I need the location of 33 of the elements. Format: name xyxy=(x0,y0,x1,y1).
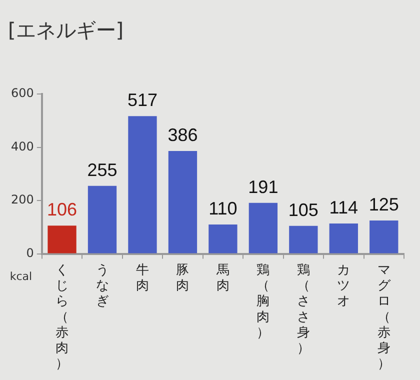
y-tick-label: 200 xyxy=(11,192,34,207)
data-label: 125 xyxy=(368,194,399,214)
y-tick-label: 600 xyxy=(11,86,34,100)
bar xyxy=(128,116,157,254)
x-tick-label: 鶏（胸肉） xyxy=(256,262,270,340)
data-label: 517 xyxy=(127,90,158,110)
x-tick-label: マグロ（赤身） xyxy=(377,262,392,372)
bar xyxy=(208,224,238,254)
data-label: 191 xyxy=(248,176,278,197)
data-label: 105 xyxy=(288,200,318,220)
x-tick-label: くじら（赤肉） xyxy=(56,262,69,372)
data-label: 114 xyxy=(329,197,358,218)
chart-title: [エネルギー] xyxy=(8,18,124,42)
data-label: 110 xyxy=(208,198,238,218)
bar xyxy=(289,226,318,254)
data-label: 255 xyxy=(87,160,118,180)
data-label: 386 xyxy=(168,124,198,145)
data-label: 106 xyxy=(46,200,78,220)
y-tick-label: 0 xyxy=(26,246,34,260)
bar xyxy=(370,220,398,254)
y-axis-title: kcal xyxy=(10,270,32,284)
bar xyxy=(168,150,198,254)
x-tick-label: 鶏（ささ身） xyxy=(296,262,310,356)
bar xyxy=(329,223,358,254)
bar xyxy=(48,226,76,254)
bar xyxy=(88,186,117,254)
x-tick-label: 豚肉 xyxy=(176,262,190,294)
x-tick-label: うなぎ xyxy=(96,262,109,310)
x-tick-label: カツオ xyxy=(337,262,350,310)
x-tick-label: 馬肉 xyxy=(215,262,230,294)
x-tick-label: 牛肉 xyxy=(136,262,149,294)
y-tick-label: 400 xyxy=(11,139,34,154)
bar xyxy=(248,202,278,254)
